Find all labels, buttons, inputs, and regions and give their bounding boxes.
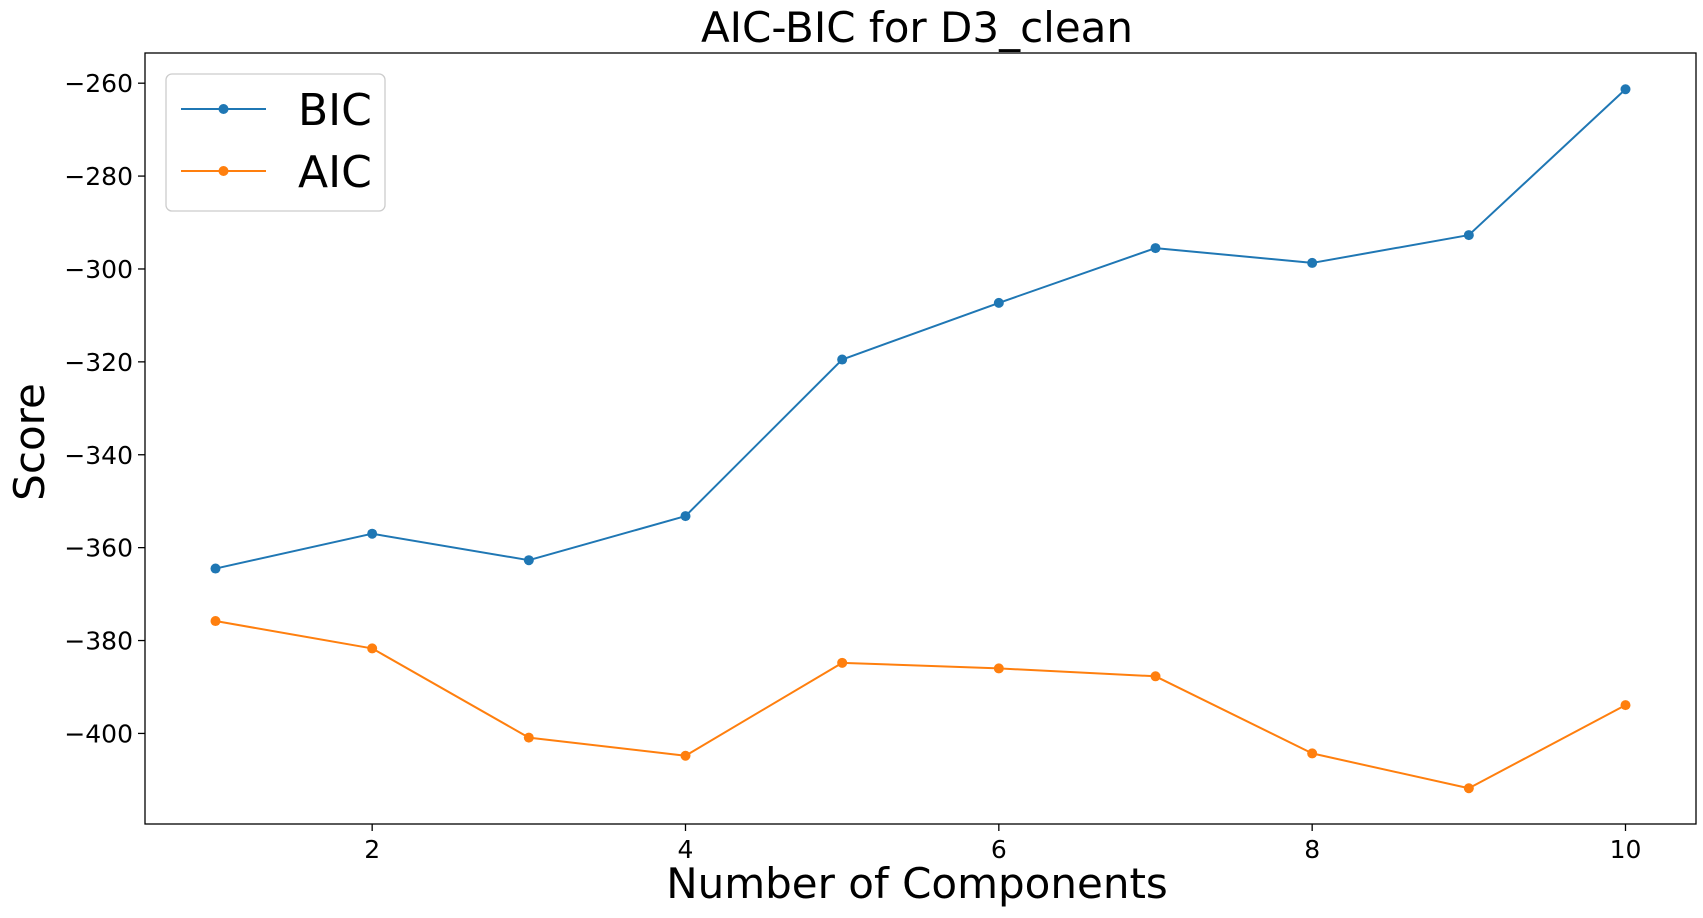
- chart-title: AIC-BIC for D3_clean: [701, 3, 1133, 52]
- aic-point: [1463, 783, 1474, 794]
- bic-point: [210, 563, 221, 574]
- y-axis-label: Score: [5, 383, 54, 501]
- series-bic: [210, 84, 1631, 574]
- aic-point: [1150, 671, 1161, 682]
- aic-point: [837, 657, 848, 668]
- aic-line: [215, 620, 1626, 790]
- aic-point: [680, 750, 691, 761]
- legend-item-bic: BIC: [181, 85, 372, 136]
- aic-point: [1620, 700, 1631, 711]
- bic-point: [1463, 230, 1474, 241]
- y-tick-label: −280: [64, 162, 133, 191]
- x-tick-label: 4: [678, 835, 694, 864]
- series-layer: [210, 84, 1631, 794]
- y-tick-label: −260: [64, 69, 133, 98]
- x-tick-label: 8: [1304, 835, 1320, 864]
- x-tick-label: 2: [364, 835, 380, 864]
- x-tick-label: 10: [1610, 835, 1642, 864]
- y-axis-ticks: −400 −380 −360 −340 −320 −300 −280 −260: [64, 69, 145, 748]
- x-tick-label: 6: [991, 835, 1007, 864]
- legend-swatch-marker: [218, 104, 229, 114]
- bic-point: [1620, 84, 1631, 95]
- x-axis-ticks: 2 4 6 8 10: [364, 824, 1641, 864]
- y-tick-label: −320: [64, 348, 133, 377]
- bic-point: [523, 555, 534, 566]
- aic-point: [523, 732, 534, 743]
- y-tick-label: −300: [64, 255, 133, 284]
- aic-point: [993, 663, 1004, 674]
- aic-point: [1307, 748, 1318, 759]
- axes-frame: [144, 52, 1697, 825]
- aic-point: [367, 643, 378, 654]
- legend-swatch-marker: [218, 166, 229, 176]
- legend: BIC AIC: [165, 73, 386, 212]
- legend-label: BIC: [298, 85, 372, 136]
- bic-line: [215, 88, 1627, 570]
- bic-point: [367, 528, 378, 539]
- bic-point: [680, 511, 691, 522]
- y-tick-label: −340: [64, 441, 133, 470]
- x-axis-label: Number of Components: [666, 859, 1168, 908]
- legend-item-aic: AIC: [181, 147, 372, 198]
- y-tick-label: −400: [64, 719, 133, 748]
- bic-point: [837, 354, 848, 365]
- bic-point: [1150, 243, 1161, 254]
- bic-point: [1307, 257, 1318, 268]
- y-tick-label: −360: [64, 534, 133, 563]
- legend-label: AIC: [298, 147, 372, 198]
- bic-point: [993, 297, 1004, 308]
- series-aic: [210, 616, 1631, 794]
- aic-point: [210, 616, 221, 627]
- y-tick-label: −380: [64, 627, 133, 656]
